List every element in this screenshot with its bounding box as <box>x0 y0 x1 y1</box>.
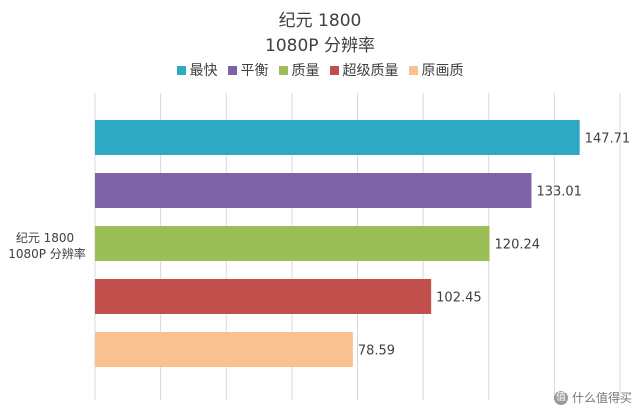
bar <box>95 226 490 261</box>
bar <box>95 173 532 208</box>
legend-swatch <box>278 65 288 75</box>
legend-item-balanced: 平衡 <box>227 60 269 80</box>
data-label: 133.01 <box>536 185 582 200</box>
data-labels: 147.71 133.01 120.24 102.45 78.59 <box>358 132 630 359</box>
data-label: 78.59 <box>358 344 395 359</box>
watermark-text: 什么值得买 <box>571 391 632 405</box>
watermark: 值 什么值得买 <box>553 389 632 406</box>
chart-legend: 最快 平衡 质量 超级质量 原画质 <box>0 60 640 80</box>
category-label: 1080P 分辨率 <box>8 246 86 261</box>
category-label: 纪元 1800 <box>16 231 74 245</box>
legend-swatch <box>408 65 418 75</box>
legend-swatch <box>329 65 339 75</box>
legend-item-fastest: 最快 <box>176 60 218 80</box>
bar <box>95 120 580 155</box>
legend-item-native: 原画质 <box>408 60 464 80</box>
chart-title: 纪元 1800 <box>278 11 362 31</box>
legend-label: 质量 <box>291 63 320 79</box>
legend-item-ultra-quality: 超级质量 <box>329 60 399 80</box>
bars <box>95 120 580 367</box>
legend-swatch <box>176 65 186 75</box>
legend-item-quality: 质量 <box>278 60 320 80</box>
legend-swatch <box>227 65 237 75</box>
chart-subtitle: 1080P 分辨率 <box>265 36 375 56</box>
legend-label: 超级质量 <box>342 63 399 79</box>
bar <box>95 279 432 314</box>
data-label: 120.24 <box>495 238 540 253</box>
data-label: 147.71 <box>585 132 631 147</box>
legend-label: 最快 <box>189 63 218 79</box>
legend-label: 平衡 <box>240 63 269 79</box>
legend-label: 原画质 <box>421 63 464 79</box>
data-label: 102.45 <box>436 291 482 306</box>
bar <box>95 332 353 367</box>
zhi-icon: 值 <box>553 390 568 405</box>
